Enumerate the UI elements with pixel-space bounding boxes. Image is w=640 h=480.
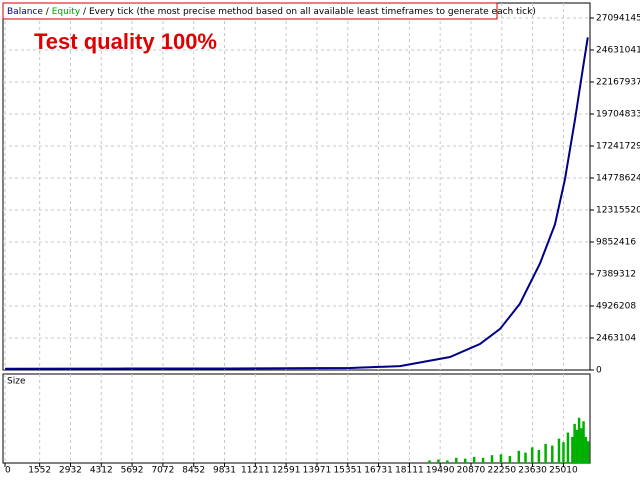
size-bar [490, 455, 494, 463]
legend-text: Balance [7, 7, 43, 17]
legend-text: / [46, 7, 50, 17]
size-bar [508, 456, 512, 463]
legend-text: Every tick (the most precise method base… [89, 7, 536, 17]
marks [4, 37, 590, 463]
legend: Balance / Equity / Every tick (the most … [7, 7, 536, 17]
size-bar [537, 449, 541, 463]
x-tick-label: 23630 [518, 466, 547, 476]
size-bar [573, 423, 576, 463]
legend-text: Equity [52, 7, 81, 17]
chart-title: Test quality 100% [34, 29, 217, 54]
size-bar [530, 447, 534, 463]
y-tick-label: 2463104 [596, 334, 636, 344]
x-tick-label: 12591 [272, 466, 301, 476]
legend-text: / [83, 7, 87, 17]
x-tick-label: 0 [5, 466, 11, 476]
size-bar [524, 452, 527, 463]
size-bar [580, 428, 583, 463]
size-bar [575, 429, 579, 463]
x-tick-label: 11211 [241, 466, 270, 476]
size-bar [582, 421, 585, 463]
x-tick-label: 5692 [121, 466, 144, 476]
y-tick-label: 17241729 [596, 142, 640, 152]
x-tick-label: 20870 [457, 466, 486, 476]
size-bar [584, 436, 588, 463]
y-tick-label: 19704833 [596, 110, 640, 120]
size-bar [577, 417, 581, 463]
x-tick-label: 2932 [59, 466, 82, 476]
x-tick-label: 1552 [28, 466, 51, 476]
size-bar [428, 460, 431, 463]
y-tick-label: 7389312 [596, 270, 636, 280]
series-line [4, 37, 589, 370]
size-bar [557, 438, 561, 463]
x-tick-label: 18111 [395, 466, 424, 476]
size-bar [437, 459, 440, 463]
y-tick-label: 9852416 [596, 238, 636, 248]
size-bar [463, 458, 467, 463]
size-bar [446, 460, 449, 463]
x-tick-label: 16731 [364, 466, 393, 476]
size-bar [586, 441, 590, 463]
x-tick-label: 19490 [426, 466, 455, 476]
size-label: Size [7, 377, 26, 387]
x-tick-label: 4312 [90, 466, 113, 476]
x-tick-label: 8452 [182, 466, 205, 476]
y-tick-label: 14778624 [596, 174, 640, 184]
x-tick-label: 7072 [151, 466, 174, 476]
size-bar [472, 456, 476, 463]
y-tick-label: 24631041 [596, 46, 640, 56]
y-tick-label: 12315520 [596, 206, 640, 216]
x-tick-label: 13971 [303, 466, 332, 476]
series-line [4, 37, 589, 370]
y-tick-label: 22167937 [596, 78, 640, 88]
y-tick-label: 0 [596, 366, 602, 376]
size-bar [455, 457, 458, 463]
x-tick-label: 25010 [549, 466, 578, 476]
size-bar [517, 450, 521, 463]
y-tick-label: 27094145 [596, 14, 640, 24]
grid [3, 3, 590, 463]
size-bar [499, 454, 503, 463]
size-bar [562, 442, 565, 463]
size-bar [566, 432, 570, 463]
size-bar [544, 443, 547, 463]
x-tick-label: 22250 [487, 466, 516, 476]
y-tick-label: 4926208 [596, 302, 636, 312]
x-tick-label: 15351 [333, 466, 362, 476]
x-tick-label: 9831 [213, 466, 236, 476]
size-bar [571, 436, 574, 463]
size-frame [2, 373, 591, 464]
size-bar [551, 445, 554, 463]
legend-box [2, 2, 498, 20]
size-bar [481, 457, 485, 463]
